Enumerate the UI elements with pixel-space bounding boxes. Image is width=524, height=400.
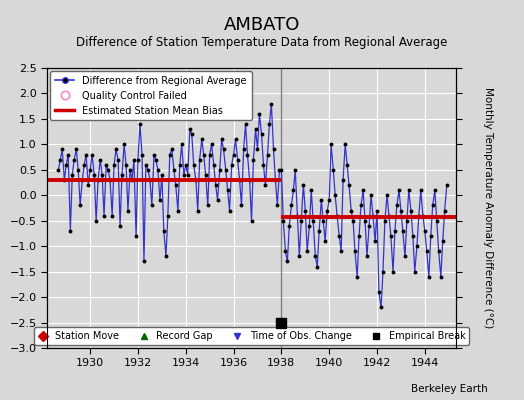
Legend: Station Move, Record Gap, Time of Obs. Change, Empirical Break: Station Move, Record Gap, Time of Obs. C…	[34, 327, 469, 345]
Text: Berkeley Earth: Berkeley Earth	[411, 384, 487, 394]
Y-axis label: Monthly Temperature Anomaly Difference (°C): Monthly Temperature Anomaly Difference (…	[483, 87, 493, 329]
Text: AMBATO: AMBATO	[224, 16, 300, 34]
Text: Difference of Station Temperature Data from Regional Average: Difference of Station Temperature Data f…	[77, 36, 447, 49]
